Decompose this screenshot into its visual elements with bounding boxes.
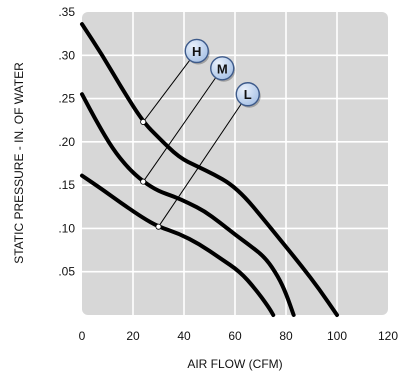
x-axis-ticks: 0 20 40 60 80 100 120	[79, 329, 399, 343]
marker-l	[155, 223, 162, 230]
badge-label-m: M	[217, 61, 228, 76]
curve-l	[80, 173, 276, 317]
x-tick-label: 100	[327, 329, 347, 343]
leader-line-l	[158, 93, 249, 227]
y-axis-title: STATIC PRESSURE - IN. OF WATER	[12, 62, 26, 264]
badge-h	[184, 38, 209, 64]
badge-layer: H M L	[140, 38, 261, 230]
marker-h	[140, 118, 147, 125]
x-axis-title: AIR FLOW (CFM)	[187, 357, 282, 371]
y-tick-label: .10	[58, 221, 75, 235]
marker-m	[140, 178, 147, 185]
series-layer	[80, 22, 339, 317]
x-tick-label: 120	[378, 329, 398, 343]
badge-m	[210, 56, 235, 81]
x-tick-label: 0	[79, 329, 86, 343]
curve-m	[80, 92, 296, 317]
y-tick-label: .35	[58, 5, 75, 19]
curve-h	[80, 22, 339, 317]
x-tick-label: 80	[279, 329, 293, 343]
badge-label-l: L	[244, 87, 252, 102]
x-tick-label: 60	[228, 329, 242, 343]
badge-l	[235, 82, 260, 107]
x-tick-label: 20	[126, 329, 140, 343]
badge-label-h: H	[192, 44, 201, 59]
grid-lines	[82, 12, 388, 315]
y-tick-label: .25	[58, 92, 75, 106]
y-tick-label: .20	[58, 135, 75, 149]
y-tick-label: .15	[58, 178, 75, 192]
y-axis-ticks: .05 .10 .15 .20 .25 .30 .35	[58, 5, 75, 279]
y-tick-label: .30	[58, 48, 75, 62]
leader-line-m	[142, 67, 223, 182]
x-tick-label: 40	[177, 329, 191, 343]
leader-line-h	[142, 50, 198, 123]
y-tick-label: .05	[58, 265, 75, 279]
